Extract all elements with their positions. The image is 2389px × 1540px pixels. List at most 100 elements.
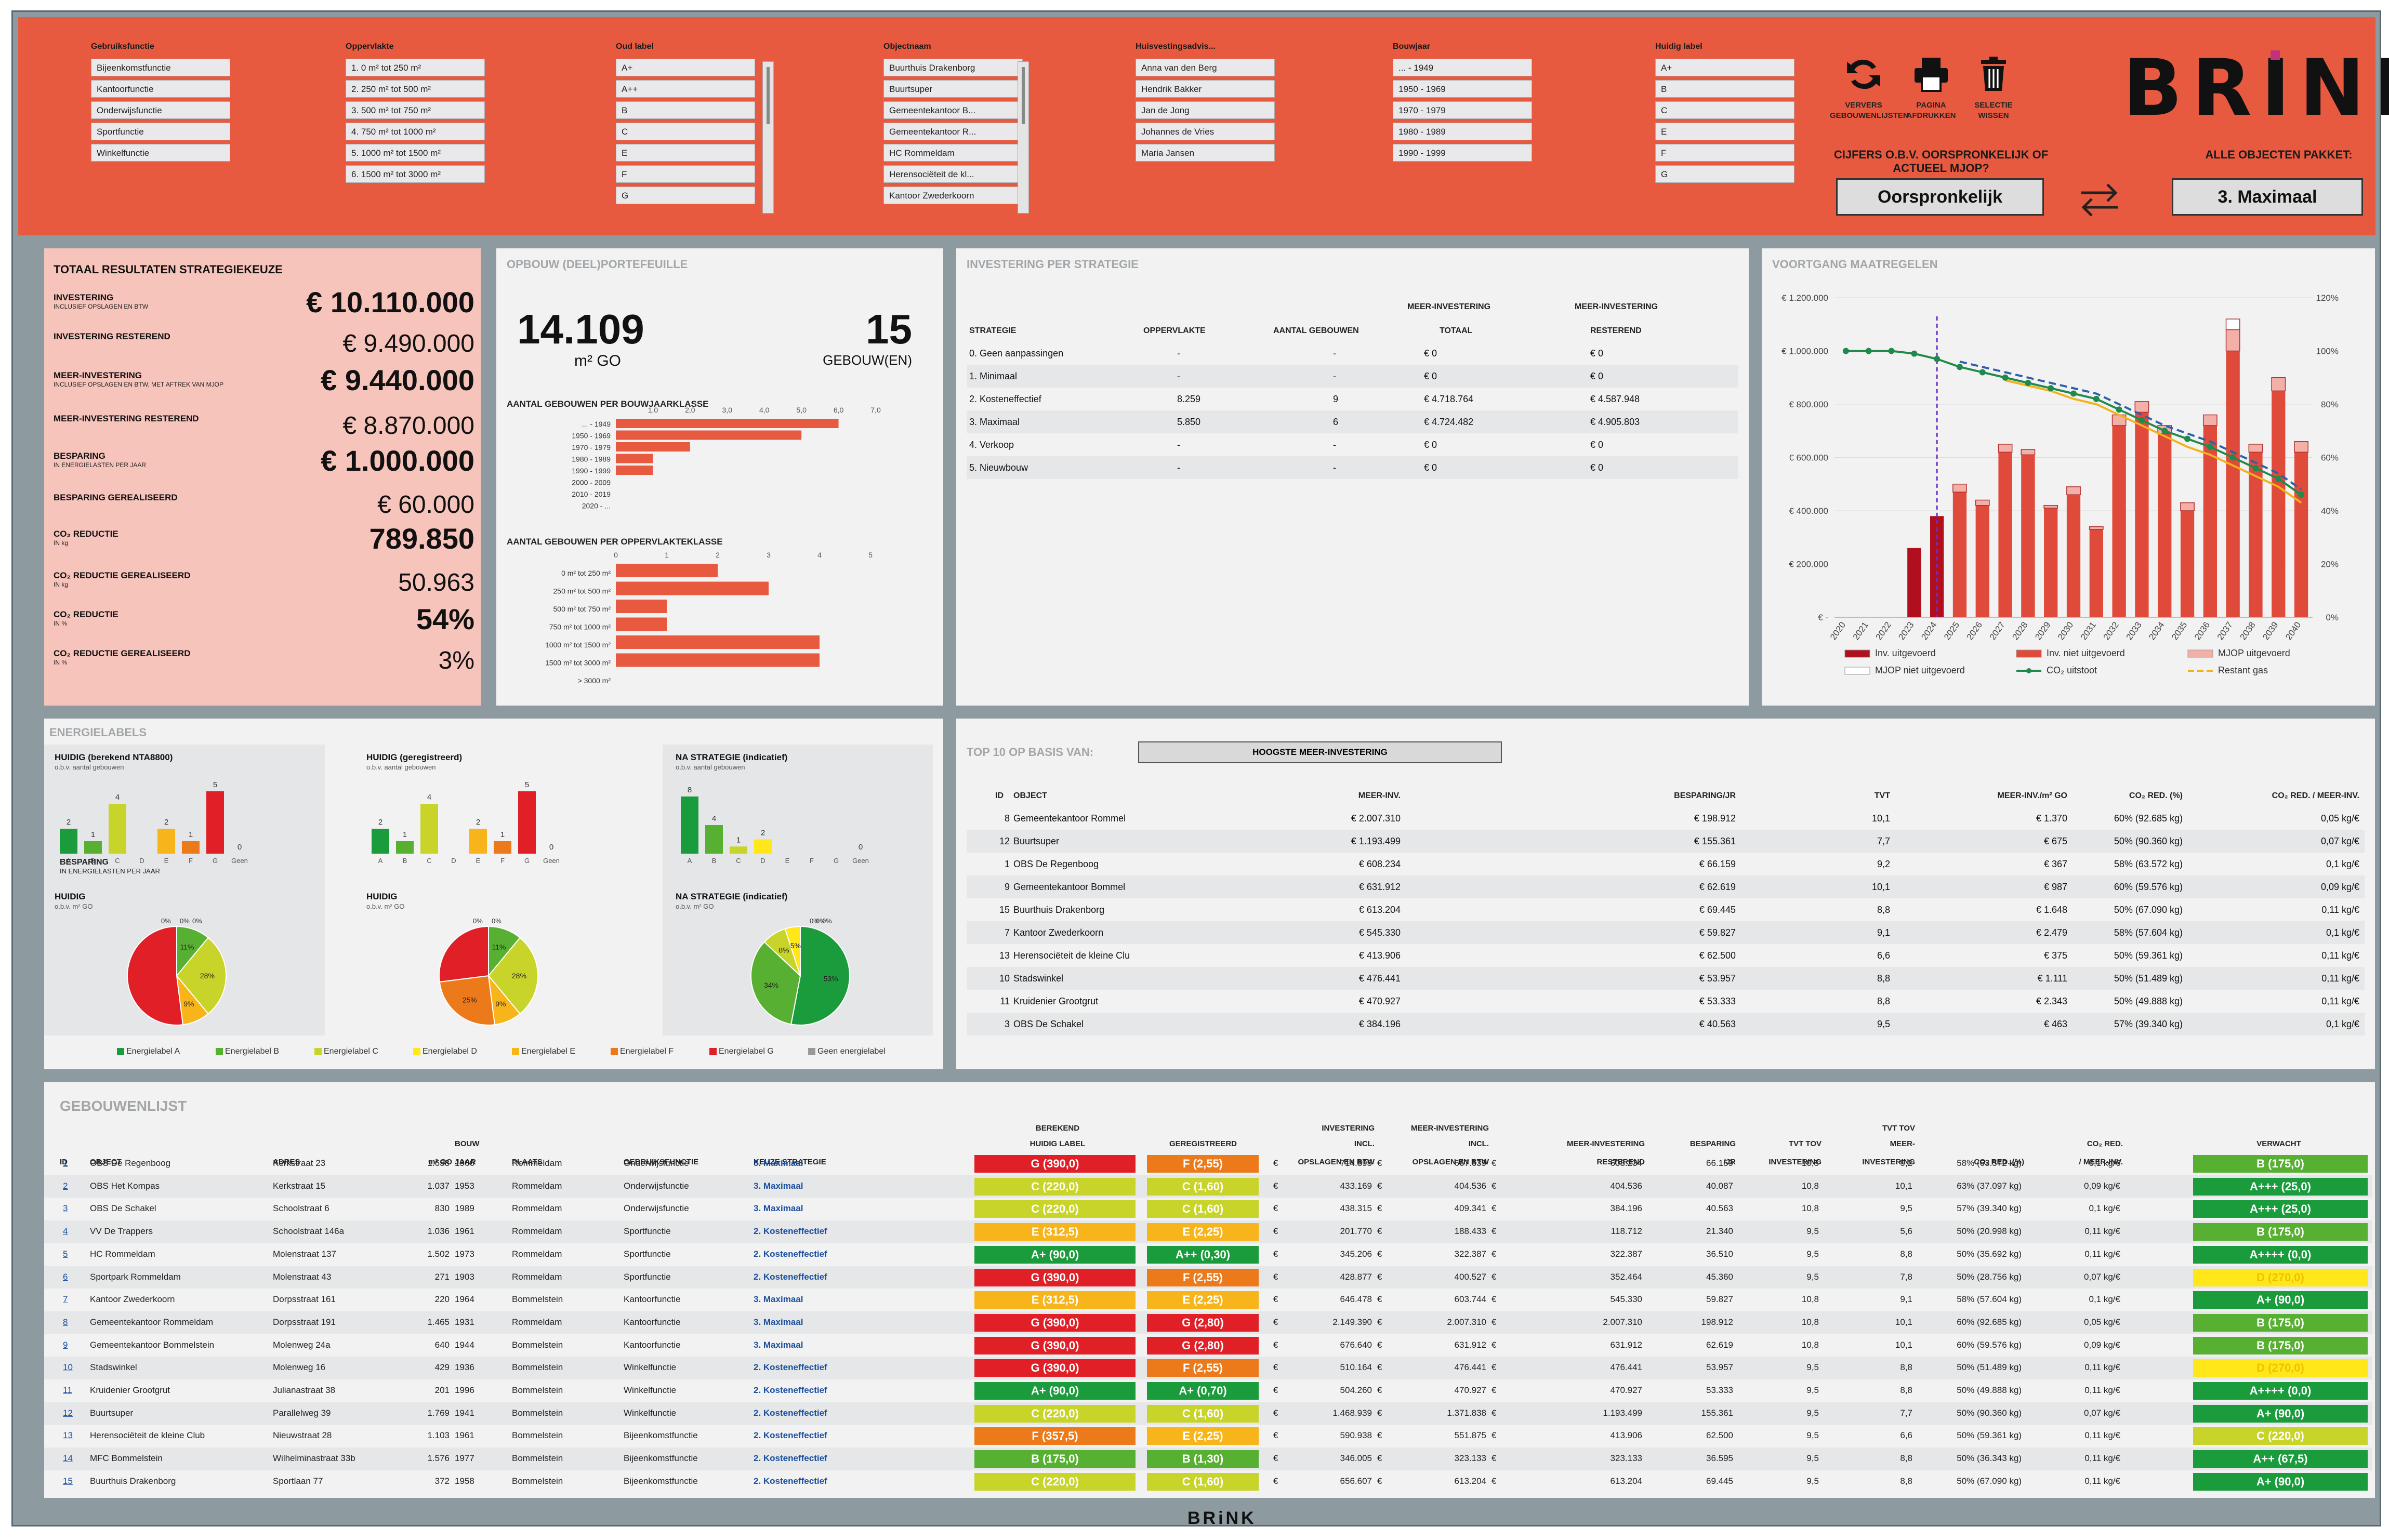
slicer-item[interactable]: B — [616, 101, 755, 119]
slicer-item[interactable]: 1980 - 1989 — [1393, 123, 1532, 140]
building-strategy[interactable]: 3. Maximaal — [754, 1294, 803, 1305]
top10-row[interactable]: 8 Gemeentekantoor Rommel € 2.007.310 € 198.… — [967, 807, 2365, 830]
slicer-item[interactable]: Buurtsuper — [883, 80, 1023, 98]
slicer-item[interactable]: Winkelfunctie — [91, 144, 230, 162]
slicer-item[interactable]: F — [1655, 144, 1794, 162]
top10-row[interactable]: 13 Herensociëteit de kleine Clu € 413.906 €… — [967, 944, 2365, 967]
building-id-link[interactable]: 1 — [63, 1158, 68, 1168]
slicer-item[interactable]: Bijeenkomstfunctie — [91, 59, 230, 76]
building-strategy[interactable]: 2. Kosteneffectief — [754, 1476, 827, 1486]
top10-row[interactable]: 10 Stadswinkel € 476.441 € 53.957 8,8 € 1.111… — [967, 967, 2365, 990]
slicer-item[interactable]: 3. 500 m² tot 750 m² — [346, 101, 485, 119]
top10-cell: 0,1 kg/€ — [2326, 859, 2359, 869]
slicer-item[interactable]: E — [616, 144, 755, 162]
building-strategy[interactable]: 3. Maximaal — [754, 1203, 803, 1214]
building-id-link[interactable]: 2 — [63, 1180, 68, 1191]
legend-label: CO₂ uitstoot — [2047, 665, 2097, 675]
building-strategy[interactable]: 3. Maximaal — [754, 1158, 803, 1168]
building-id-link[interactable]: 8 — [63, 1317, 68, 1327]
slicer-item[interactable]: Sportfunctie — [91, 123, 230, 140]
building-investering: 2.149.390 — [1332, 1317, 1372, 1327]
print-button[interactable]: PAGINA AFDRUKKEN — [1897, 54, 1965, 121]
slicer-item[interactable]: 1990 - 1999 — [1393, 144, 1532, 162]
refresh-button[interactable]: VERVERS GEBOUWENLIJSTEN — [1830, 54, 1909, 121]
mjop-dropdown[interactable]: Oorspronkelijk — [1836, 178, 2044, 216]
slicer-item[interactable]: E — [1655, 123, 1794, 140]
building-id-link[interactable]: 9 — [63, 1339, 68, 1350]
building-id-link[interactable]: 13 — [63, 1430, 73, 1441]
top10-row[interactable]: 1 OBS De Regenboog € 608.234 € 66.159 9,2 € 3… — [967, 853, 2365, 875]
top10-row[interactable]: 3 OBS De Schakel € 384.196 € 40.563 9,5 € 463… — [967, 1013, 2365, 1035]
building-id-link[interactable]: 7 — [63, 1294, 68, 1305]
building-id-link[interactable]: 12 — [63, 1408, 73, 1418]
slicer-item[interactable]: A+ — [616, 59, 755, 76]
slicer-item[interactable]: Kantoor Zwederkoorn — [883, 187, 1023, 204]
slicer-item[interactable]: Jan de Jong — [1136, 101, 1275, 119]
building-co2: 50% (20.998 kg) — [1957, 1226, 2022, 1237]
building-id-link[interactable]: 11 — [63, 1385, 72, 1395]
building-strategy[interactable]: 3. Maximaal — [754, 1339, 803, 1350]
slicer-item[interactable]: Johannes de Vries — [1136, 123, 1275, 140]
slicer-item[interactable]: 1970 - 1979 — [1393, 101, 1532, 119]
building-id-link[interactable]: 14 — [63, 1453, 73, 1464]
building-strategy[interactable]: 2. Kosteneffectief — [754, 1408, 827, 1418]
top10-row[interactable]: 9 Gemeentekantoor Bommel € 631.912 € 62.619… — [967, 875, 2365, 898]
top10-row[interactable]: 12 Buurtsuper € 1.193.499 € 155.361 7,7 € 675… — [967, 830, 2365, 853]
slicer-item[interactable]: 6. 1500 m² tot 3000 m² — [346, 165, 485, 183]
top10-row[interactable]: 15 Buurthuis Drakenborg € 613.204 € 69.445 8… — [967, 898, 2365, 921]
top10-selector[interactable]: HOOGSTE MEER-INVESTERING — [1138, 741, 1502, 763]
slicer-item[interactable]: Gemeentekantoor B... — [883, 101, 1023, 119]
building-strategy[interactable]: 2. Kosteneffectief — [754, 1249, 827, 1259]
building-id-link[interactable]: 5 — [63, 1249, 68, 1259]
swap-icon[interactable] — [2076, 178, 2123, 220]
slicer-item[interactable]: Gemeentekantoor R... — [883, 123, 1023, 140]
building-strategy[interactable]: 2. Kosteneffectief — [754, 1430, 827, 1441]
pie-zero-label: 0% — [822, 917, 832, 925]
slicer-item[interactable]: C — [616, 123, 755, 140]
slicer-item[interactable]: B — [1655, 80, 1794, 98]
slicer-item[interactable]: Anna van den Berg — [1136, 59, 1275, 76]
slicer-scrollbar[interactable] — [1018, 61, 1029, 214]
building-id-link[interactable]: 10 — [63, 1362, 73, 1373]
building-strategy[interactable]: 3. Maximaal — [754, 1180, 803, 1191]
slicer-item[interactable]: 1. 0 m² tot 250 m² — [346, 59, 485, 76]
slicer-item[interactable]: F — [616, 165, 755, 183]
slicer-item[interactable]: Buurthuis Drakenborg — [883, 59, 1023, 76]
slicer-item[interactable]: Kantoorfunctie — [91, 80, 230, 98]
package-dropdown[interactable]: 3. Maximaal — [2172, 178, 2363, 216]
clear-selection-button[interactable]: SELECTIE WISSEN — [1960, 54, 2027, 121]
slicer-item[interactable]: Maria Jansen — [1136, 144, 1275, 162]
building-strategy[interactable]: 2. Kosteneffectief — [754, 1385, 827, 1395]
building-strategy[interactable]: 3. Maximaal — [754, 1317, 803, 1327]
energy-bar-value: 2 — [378, 818, 382, 827]
slicer-item[interactable]: Onderwijsfunctie — [91, 101, 230, 119]
slicer-item[interactable]: C — [1655, 101, 1794, 119]
slicer-item[interactable]: 5. 1000 m² tot 1500 m² — [346, 144, 485, 162]
building-strategy[interactable]: 2. Kosteneffectief — [754, 1362, 827, 1373]
slicer-scrollbar[interactable] — [762, 61, 774, 214]
slicer-item[interactable]: G — [1655, 165, 1794, 183]
legend-swatch — [216, 1047, 223, 1055]
building-id-link[interactable]: 4 — [63, 1226, 68, 1237]
building-strategy[interactable]: 2. Kosteneffectief — [754, 1271, 827, 1282]
slicer-item[interactable]: G — [616, 187, 755, 204]
slicer-item[interactable]: 1950 - 1969 — [1393, 80, 1532, 98]
slicer-item[interactable]: A++ — [616, 80, 755, 98]
slicer-item[interactable]: Herensociëteit de kl... — [883, 165, 1023, 183]
totals-value: € 9.440.000 — [321, 364, 474, 396]
pie-slice — [176, 925, 209, 977]
top10-row[interactable]: 7 Kantoor Zwederkoorn € 545.330 € 59.827 9,1… — [967, 921, 2365, 944]
slicer-item[interactable]: 2. 250 m² tot 500 m² — [346, 80, 485, 98]
slicer-item[interactable]: ... - 1949 — [1393, 59, 1532, 76]
slicer-item[interactable]: 4. 750 m² tot 1000 m² — [346, 123, 485, 140]
slicer-item[interactable]: HC Rommeldam — [883, 144, 1023, 162]
building-id-link[interactable]: 15 — [63, 1476, 73, 1486]
slicer-item[interactable]: A+ — [1655, 59, 1794, 76]
top10-row[interactable]: 11 Kruidenier Grootgrut € 470.927 € 53.333 8… — [967, 990, 2365, 1013]
building-strategy[interactable]: 2. Kosteneffectief — [754, 1226, 827, 1237]
building-id-link[interactable]: 6 — [63, 1271, 68, 1282]
building-jaar: 1964 — [455, 1294, 474, 1305]
slicer-item[interactable]: Hendrik Bakker — [1136, 80, 1275, 98]
building-strategy[interactable]: 2. Kosteneffectief — [754, 1453, 827, 1464]
building-id-link[interactable]: 3 — [63, 1203, 68, 1214]
